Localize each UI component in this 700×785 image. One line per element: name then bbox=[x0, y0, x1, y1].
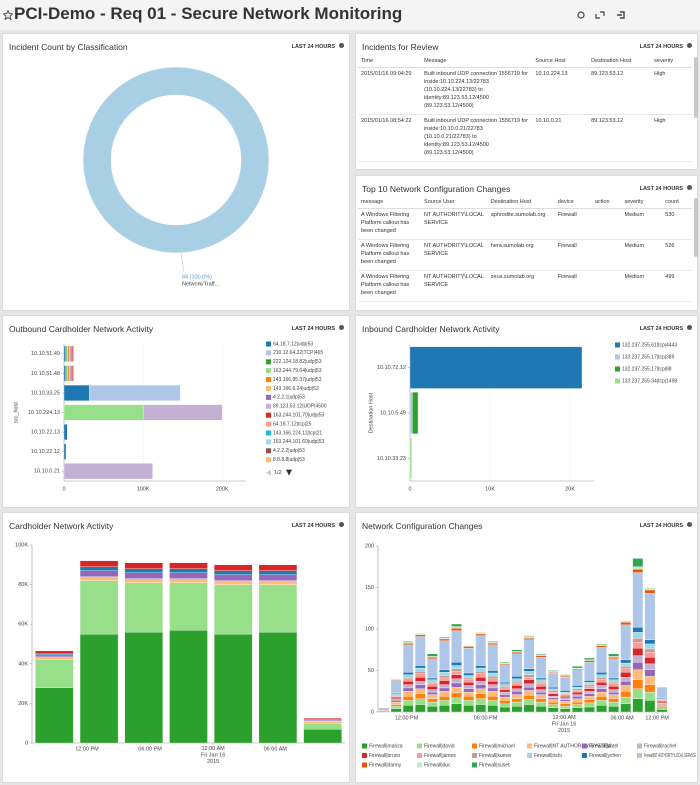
table: message Source User Destination Host device… bbox=[358, 196, 692, 302]
table-cell: 73.75.33.36 bbox=[588, 161, 652, 165]
table-row: A Windows Filtering Platform callout has… bbox=[358, 239, 692, 271]
table-cell: High bbox=[651, 67, 692, 115]
info-icon bbox=[339, 325, 344, 330]
refresh-icon[interactable] bbox=[577, 11, 585, 19]
time-range: LAST 24 HOURS bbox=[291, 523, 335, 529]
table-cell: 499 bbox=[662, 270, 692, 302]
time-range: LAST 24 HOURS bbox=[639, 326, 683, 332]
table-cell: Built inbound UDP connection 1556719 for… bbox=[421, 161, 533, 165]
table-row: A Windows Filtering Platform callout has… bbox=[358, 208, 692, 240]
table-cell: 526 bbox=[662, 239, 692, 271]
column-header: Time bbox=[358, 55, 422, 68]
table-cell: NT AUTHORITY\LOCAL SERVICE bbox=[421, 208, 488, 240]
exit-icon[interactable] bbox=[617, 11, 625, 19]
info-icon bbox=[687, 325, 692, 330]
header-row: Time Message Source Host Destination Host se… bbox=[358, 55, 692, 68]
table-cell: Built inbound UDP connection 1556719 for… bbox=[421, 67, 533, 115]
table-cell: A Windows Filtering Platform callout has… bbox=[358, 270, 422, 302]
panel: Incident Count by Classification LAST 24 … bbox=[2, 33, 350, 311]
table-cell bbox=[591, 270, 622, 302]
table-cell: Firewall bbox=[554, 270, 592, 302]
fullscreen-icon[interactable] bbox=[595, 11, 605, 19]
table-cell: Firewall bbox=[554, 239, 592, 271]
column-header: count bbox=[662, 196, 692, 209]
table-cell bbox=[591, 208, 622, 240]
info-icon bbox=[339, 43, 344, 48]
table-container: message Source User Destination Host device… bbox=[358, 196, 692, 304]
table-row: 2015/01/16 08:54:22 Built inbound UDP con… bbox=[358, 114, 692, 162]
header-icons bbox=[577, 11, 625, 19]
table-cell: 89.123.53.12 bbox=[588, 67, 652, 115]
table-cell: 2015/01/16 08:39:53 bbox=[358, 161, 422, 165]
table-cell: aphrodite.sumolab.org bbox=[487, 208, 555, 240]
table-cell: NT AUTHORITY\LOCAL SERVICE bbox=[421, 239, 488, 271]
star-icon[interactable] bbox=[3, 10, 13, 20]
table-cell: NT AUTHORITY\LOCAL SERVICE bbox=[421, 270, 488, 302]
table-cell: High bbox=[651, 114, 692, 162]
column-header: Source Host bbox=[532, 55, 589, 68]
panel-title: Cardholder Network Activity bbox=[9, 521, 114, 531]
panel-title: Inbound Cardholder Network Activity bbox=[362, 324, 500, 334]
dashboard-title: PCI-Demo - Req 01 - Secure Network Monit… bbox=[14, 4, 403, 23]
table-cell: Built inbound UDP connection 1556719 for… bbox=[421, 114, 533, 162]
info-icon bbox=[687, 43, 692, 48]
table-cell: Firewall bbox=[554, 208, 592, 240]
panel-title: Network Configuration Changes bbox=[362, 521, 483, 531]
time-range: LAST 24 HOURS bbox=[291, 326, 335, 332]
panel-title: Incidents for Review bbox=[362, 42, 439, 52]
table-cell: Medium bbox=[621, 239, 663, 271]
panel: Outbound Cardholder Network Activity LAST… bbox=[2, 315, 350, 508]
column-header: severity bbox=[651, 55, 692, 68]
column-header: Destination Host bbox=[487, 196, 555, 209]
info-icon bbox=[687, 185, 692, 190]
table-cell: 530 bbox=[662, 208, 692, 240]
table-cell: High bbox=[651, 161, 692, 165]
time-range: LAST 24 HOURS bbox=[639, 44, 683, 50]
info-icon bbox=[687, 522, 692, 527]
time-range: LAST 24 HOURS bbox=[291, 44, 335, 50]
table-row: A Windows Filtering Platform callout has… bbox=[358, 270, 692, 302]
panel-title: Top 10 Network Configuration Changes bbox=[362, 184, 511, 194]
info-icon bbox=[339, 522, 344, 527]
table-cell bbox=[591, 239, 622, 271]
table-cell: 2015/01/16 09:04:29 bbox=[358, 67, 422, 115]
column-header: severity bbox=[621, 196, 663, 209]
table: Time Message Source Host Destination Host se… bbox=[358, 55, 692, 165]
table-cell: A Windows Filtering Platform callout has… bbox=[358, 239, 422, 271]
table-cell: 10.10.224.13 bbox=[532, 161, 589, 165]
time-range: LAST 24 HOURS bbox=[639, 523, 683, 529]
panel-title: Outbound Cardholder Network Activity bbox=[9, 324, 154, 334]
table-row: 2015/01/16 09:04:29 Built inbound UDP con… bbox=[358, 67, 692, 115]
table-cell: 2015/01/16 08:54:22 bbox=[358, 114, 422, 162]
column-header: Destination Host bbox=[588, 55, 652, 68]
header: PCI-Demo - Req 01 - Secure Network Monit… bbox=[0, 0, 700, 30]
column-header: device bbox=[554, 196, 592, 209]
scrollbar bbox=[694, 57, 698, 118]
table-container: Time Message Source Host Destination Host se… bbox=[358, 55, 692, 165]
table-cell: Medium bbox=[621, 208, 663, 240]
table-cell: Medium bbox=[621, 270, 663, 302]
time-range: LAST 24 HOURS bbox=[639, 186, 683, 192]
panel: Inbound Cardholder Network Activity LAST … bbox=[355, 315, 698, 508]
column-header: Source User bbox=[421, 196, 488, 209]
panel: Cardholder Network Activity LAST 24 HOURS bbox=[2, 512, 350, 783]
table-cell: hera.sumolab.org bbox=[487, 239, 555, 271]
header-row: message Source User Destination Host device… bbox=[358, 196, 692, 209]
table-row: 2015/01/16 08:39:53Built inbound UDP con… bbox=[358, 161, 692, 165]
table-cell: zeus.sumolab.org bbox=[487, 270, 555, 302]
scrollbar bbox=[694, 198, 698, 258]
column-header: Message bbox=[421, 55, 533, 68]
column-header: action bbox=[591, 196, 622, 209]
column-header: message bbox=[358, 196, 422, 209]
panel-title: Incident Count by Classification bbox=[9, 42, 128, 52]
table-cell: 10.10.224.13 bbox=[532, 67, 589, 115]
table-cell: 89.123.53.12 bbox=[588, 114, 652, 162]
table-cell: A Windows Filtering Platform callout has… bbox=[358, 208, 422, 240]
panel: Network Configuration Changes LAST 24 HOU… bbox=[355, 512, 698, 783]
table-cell: 10.10.0.21 bbox=[532, 114, 589, 162]
